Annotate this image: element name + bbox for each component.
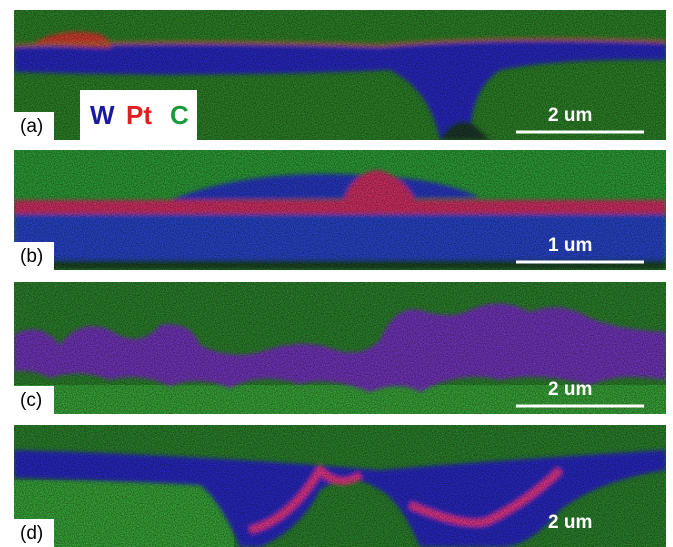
- legend-pt: Pt: [126, 100, 152, 130]
- panel-label: (a): [20, 116, 43, 137]
- legend-c: C: [170, 100, 189, 130]
- panel-label: (d): [20, 523, 43, 544]
- panel-label: (c): [20, 390, 42, 411]
- scale-label: 2 um: [548, 512, 592, 533]
- scale-label: 1 um: [548, 235, 592, 256]
- scale-label: 2 um: [548, 105, 592, 126]
- figure: W Pt C (a) 2 um (b) 1 um (c) 2 um (d) 2 um: [0, 0, 673, 547]
- scale-label: 2 um: [548, 379, 592, 400]
- legend-w: W: [90, 100, 115, 130]
- panel-label: (b): [20, 246, 43, 267]
